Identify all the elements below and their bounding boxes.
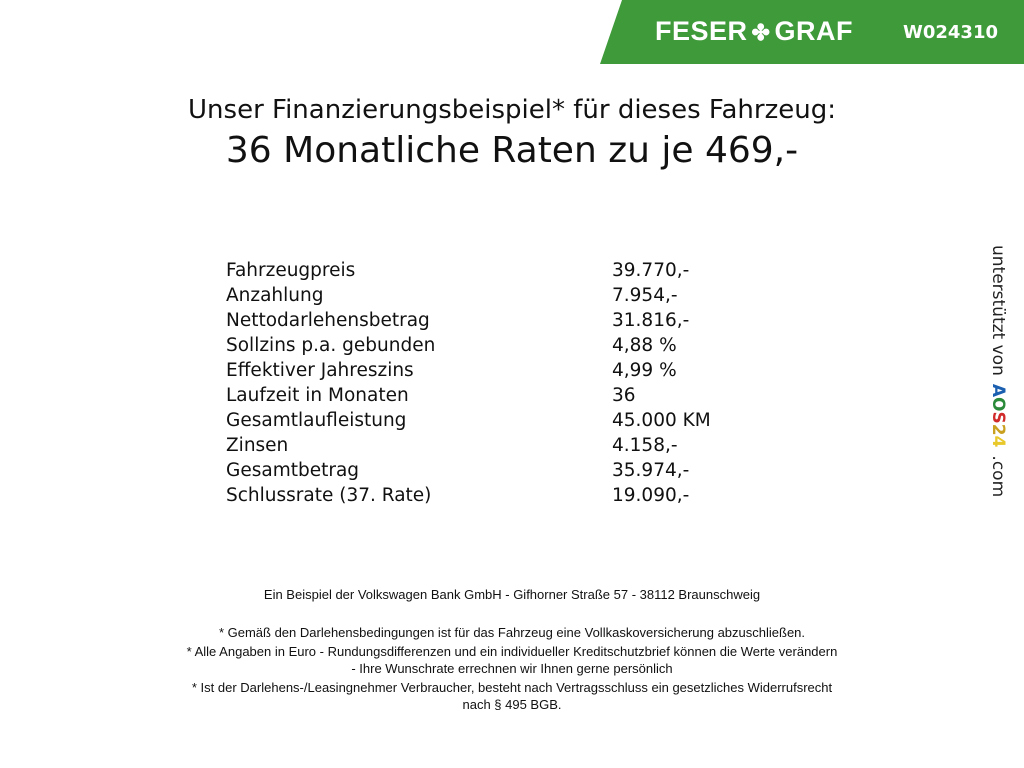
row-label: Fahrzeugpreis xyxy=(226,260,356,281)
row-value: 19.090,- xyxy=(612,485,690,506)
row-label: Laufzeit in Monaten xyxy=(226,385,409,406)
table-row: Nettodarlehensbetrag 31.816,- xyxy=(226,308,711,333)
table-row: Gesamtlaufleistung 45.000 KM xyxy=(226,408,711,433)
row-label: Zinsen xyxy=(226,435,289,456)
title-line1: Unser Finanzierungsbeispiel* für dieses … xyxy=(188,95,836,125)
table-row: Sollzins p.a. gebunden 4,88 % xyxy=(226,333,711,358)
row-label: Effektiver Jahreszins xyxy=(226,360,414,381)
table-row: Schlussrate (37. Rate) 19.090,- xyxy=(226,483,711,508)
row-value: 35.974,- xyxy=(612,460,690,481)
table-row: Anzahlung 7.954,- xyxy=(226,283,711,308)
row-value: 39.770,- xyxy=(612,260,690,281)
supported-by: unterstützt von AOS24 .com xyxy=(988,245,1008,497)
brand-left: FESER xyxy=(655,16,748,46)
title-line2: 36 Monatliche Raten zu je 469,- xyxy=(225,130,799,171)
aos24-logo: AOS24 xyxy=(988,383,1008,448)
row-value: 4,99 % xyxy=(612,360,677,381)
table-row: Fahrzeugpreis 39.770,- xyxy=(226,258,711,283)
footer: Ein Beispiel der Volkswagen Bank GmbH - … xyxy=(0,586,1024,713)
supported-suffix: .com xyxy=(988,455,1008,498)
vehicle-code: W024310 xyxy=(903,22,999,43)
brand-banner xyxy=(600,0,1024,64)
row-value: 45.000 KM xyxy=(612,410,711,431)
row-label: Gesamtlaufleistung xyxy=(226,410,407,431)
brand-logo: FESER ✤ GRAF xyxy=(655,16,853,47)
row-value: 4,88 % xyxy=(612,335,677,356)
note-3a: * Ist der Darlehens-/Leasingnehmer Verbr… xyxy=(191,680,833,695)
row-value: 7.954,- xyxy=(612,285,678,306)
note-1: * Gemäß den Darlehensbedingungen ist für… xyxy=(218,625,806,640)
finance-table: Fahrzeugpreis 39.770,- Anzahlung 7.954,- Net… xyxy=(226,258,711,508)
row-label: Gesamtbetrag xyxy=(226,460,360,481)
row-value: 31.816,- xyxy=(612,310,690,331)
note-3b: nach § 495 BGB. xyxy=(462,697,562,712)
row-value: 4.158,- xyxy=(612,435,678,456)
table-row: Effektiver Jahreszins 4,99 % xyxy=(226,358,711,383)
table-row: Zinsen 4.158,- xyxy=(226,433,711,458)
row-label: Schlussrate (37. Rate) xyxy=(226,485,432,506)
table-row: Gesamtbetrag 35.974,- xyxy=(226,458,711,483)
clover-icon: ✤ xyxy=(751,20,771,45)
row-label: Nettodarlehensbetrag xyxy=(226,310,430,331)
row-label: Sollzins p.a. gebunden xyxy=(226,335,436,356)
table-row: Laufzeit in Monaten 36 xyxy=(226,383,711,408)
row-label: Anzahlung xyxy=(226,285,324,306)
brand-right: GRAF xyxy=(774,16,853,46)
note-2a: * Alle Angaben in Euro - Rundungsdiffere… xyxy=(186,644,838,659)
note-2b: - Ihre Wunschrate errechnen wir Ihnen ge… xyxy=(351,661,673,676)
bank-info: Ein Beispiel der Volkswagen Bank GmbH - … xyxy=(263,587,761,602)
supported-text: unterstützt von xyxy=(988,245,1008,376)
row-value: 36 xyxy=(612,385,636,406)
